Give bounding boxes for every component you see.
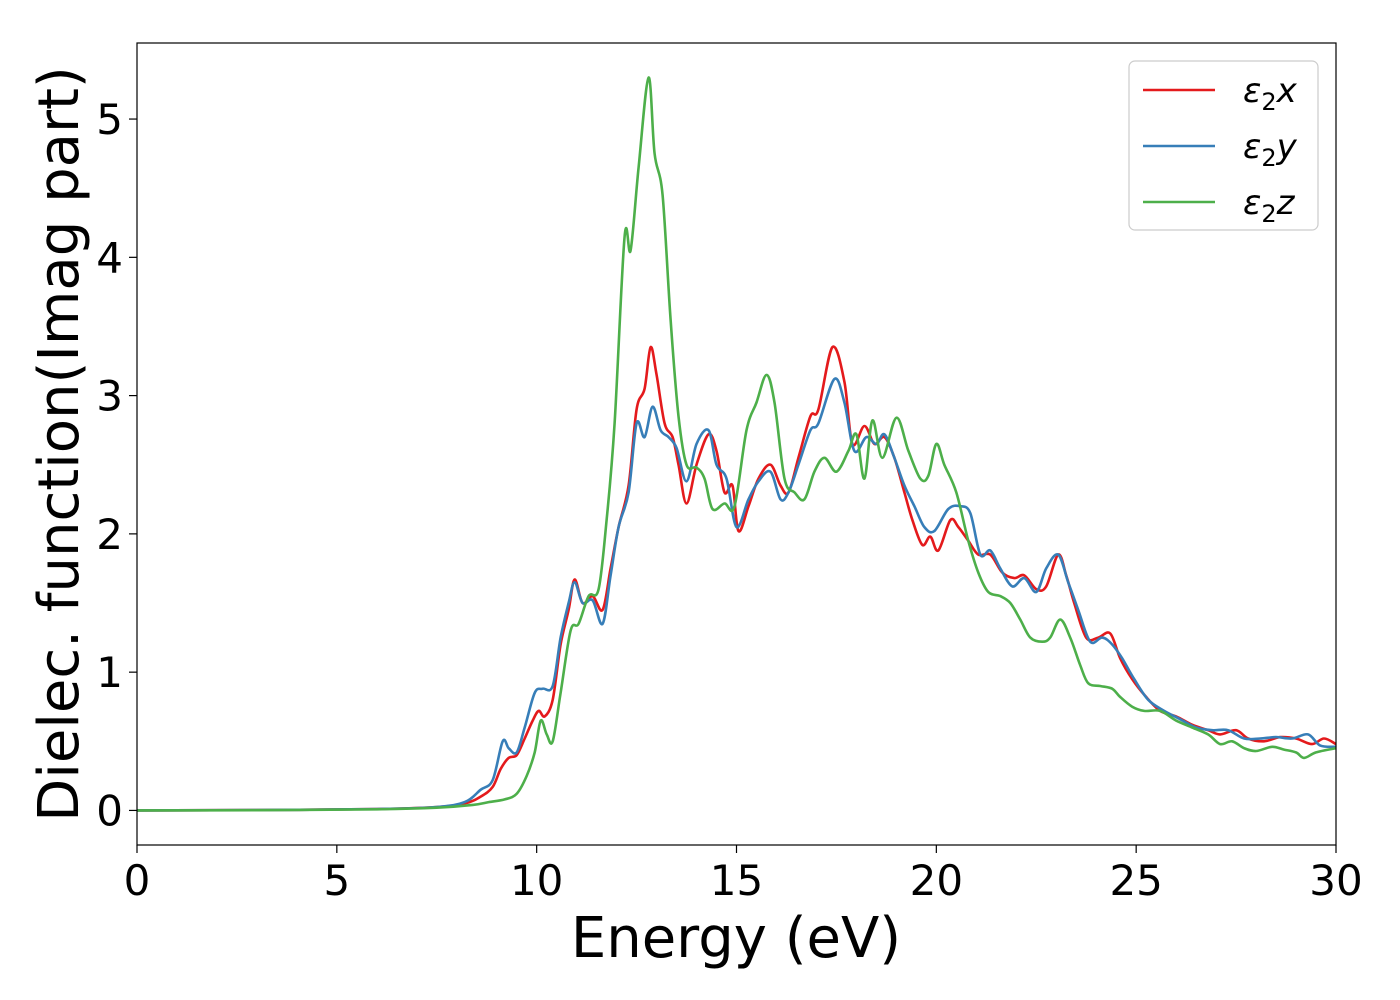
- x-tick-label: 20: [910, 856, 963, 905]
- legend: ε2x ε2y ε2z: [1128, 60, 1319, 231]
- y-tick-label: 3: [96, 372, 123, 421]
- x-tick-label: 10: [510, 856, 563, 905]
- series-lines: [137, 76, 1336, 812]
- series-line-z: [137, 76, 1336, 812]
- legend-label-y: ε2y: [1243, 127, 1298, 172]
- x-axis-ticks: 0 5 10 15 20 25 30: [124, 845, 1363, 905]
- y-tick-label: 0: [96, 786, 123, 835]
- legend-box: [1128, 60, 1319, 231]
- y-tick-label: 5: [96, 95, 123, 144]
- x-axis-label: Energy (eV): [571, 906, 901, 971]
- y-axis-label: Dielec. function(Imag part): [27, 66, 92, 822]
- legend-label-x: ε2x: [1243, 71, 1298, 116]
- x-tick-label: 5: [323, 856, 350, 905]
- x-tick-label: 15: [710, 856, 763, 905]
- series-line-y: [137, 377, 1336, 812]
- x-tick-label: 0: [124, 856, 151, 905]
- legend-label-z: ε2z: [1243, 183, 1296, 228]
- x-tick-label: 30: [1309, 856, 1362, 905]
- y-tick-label: 2: [96, 510, 123, 559]
- y-tick-label: 4: [96, 233, 123, 282]
- y-tick-label: 1: [96, 648, 123, 697]
- series-line-x: [137, 345, 1336, 812]
- y-axis-ticks: 0 1 2 3 4 5: [96, 95, 137, 835]
- x-tick-label: 25: [1109, 856, 1162, 905]
